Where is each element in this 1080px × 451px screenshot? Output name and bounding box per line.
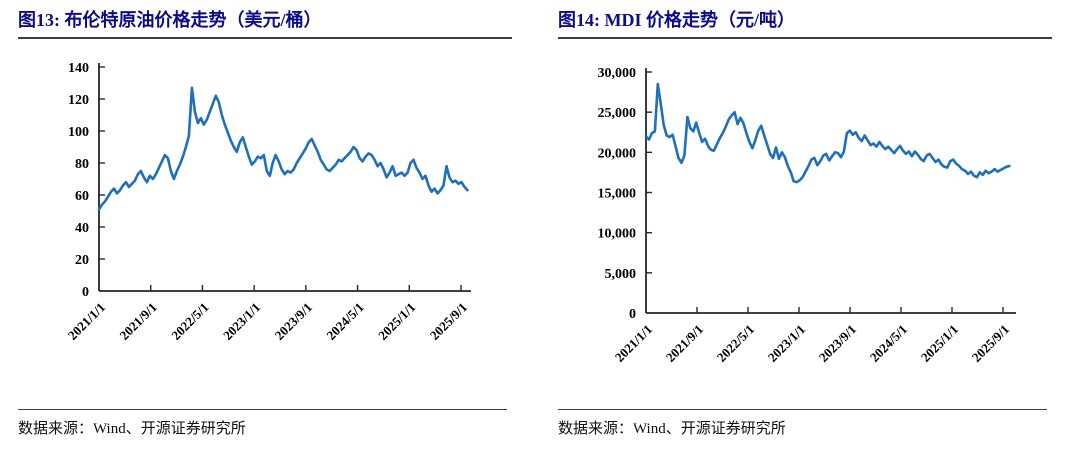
mdi-price-line-chart: 0 5,000 10,000 15,000 20,000 25,000 30,000 2021… [598,66,1016,365]
svg-text:2023/9/1: 2023/9/1 [816,322,859,365]
svg-text:2023/9/1: 2023/9/1 [272,300,315,343]
svg-text:140: 140 [68,61,89,76]
svg-text:0: 0 [629,307,636,322]
source-divider [18,409,507,410]
svg-text:25,000: 25,000 [598,106,637,121]
title-underline [18,37,512,39]
svg-text:40: 40 [75,221,89,236]
svg-text:20,000: 20,000 [598,146,637,161]
svg-text:2021/1/1: 2021/1/1 [65,300,108,343]
svg-text:5,000: 5,000 [605,267,637,282]
svg-text:2022/5/1: 2022/5/1 [714,322,757,365]
svg-text:2025/9/1: 2025/9/1 [969,322,1012,365]
figure-title-brent: 图13: 布伦特原油价格走势（美元/桶） [18,10,322,30]
svg-text:15,000: 15,000 [598,187,637,202]
svg-text:2022/5/1: 2022/5/1 [168,300,211,343]
svg-text:2021/1/1: 2021/1/1 [612,322,655,365]
svg-text:2025/1/1: 2025/1/1 [918,322,961,365]
svg-text:30,000: 30,000 [598,66,637,81]
title-underline [558,37,1052,39]
svg-text:20: 20 [75,253,89,268]
source-divider [558,409,1047,410]
brent-price-line-chart: 0 20 40 60 80 100 120 140 2021/1/1 2021/9/1 2022/5… [65,61,471,343]
svg-text:2025/9/1: 2025/9/1 [427,300,470,343]
svg-text:2021/9/1: 2021/9/1 [117,300,160,343]
svg-text:2023/1/1: 2023/1/1 [220,300,263,343]
figure-title-mdi: 图14: MDI 价格走势（元/吨） [558,10,795,30]
svg-text:2023/1/1: 2023/1/1 [765,322,808,365]
svg-text:2021/9/1: 2021/9/1 [663,322,706,365]
figure-panel-mdi: 图14: MDI 价格走势（元/吨） 0 5,000 10,000 15,000 20,… [540,0,1080,451]
svg-text:2024/5/1: 2024/5/1 [323,300,366,343]
figure-panel-brent: 图13: 布伦特原油价格走势（美元/桶） 0 20 40 60 80 100 120 140 2… [18,10,512,437]
svg-text:0: 0 [82,285,89,300]
data-source-mdi: 数据来源：Wind、开源证券研究所 [558,421,786,437]
svg-text:10,000: 10,000 [598,227,637,242]
svg-text:80: 80 [75,157,89,172]
svg-text:120: 120 [68,93,89,108]
svg-text:2024/5/1: 2024/5/1 [867,322,910,365]
svg-text:100: 100 [68,125,89,140]
svg-text:60: 60 [75,189,89,204]
data-source-brent: 数据来源：Wind、开源证券研究所 [18,421,246,437]
svg-text:2025/1/1: 2025/1/1 [375,300,418,343]
